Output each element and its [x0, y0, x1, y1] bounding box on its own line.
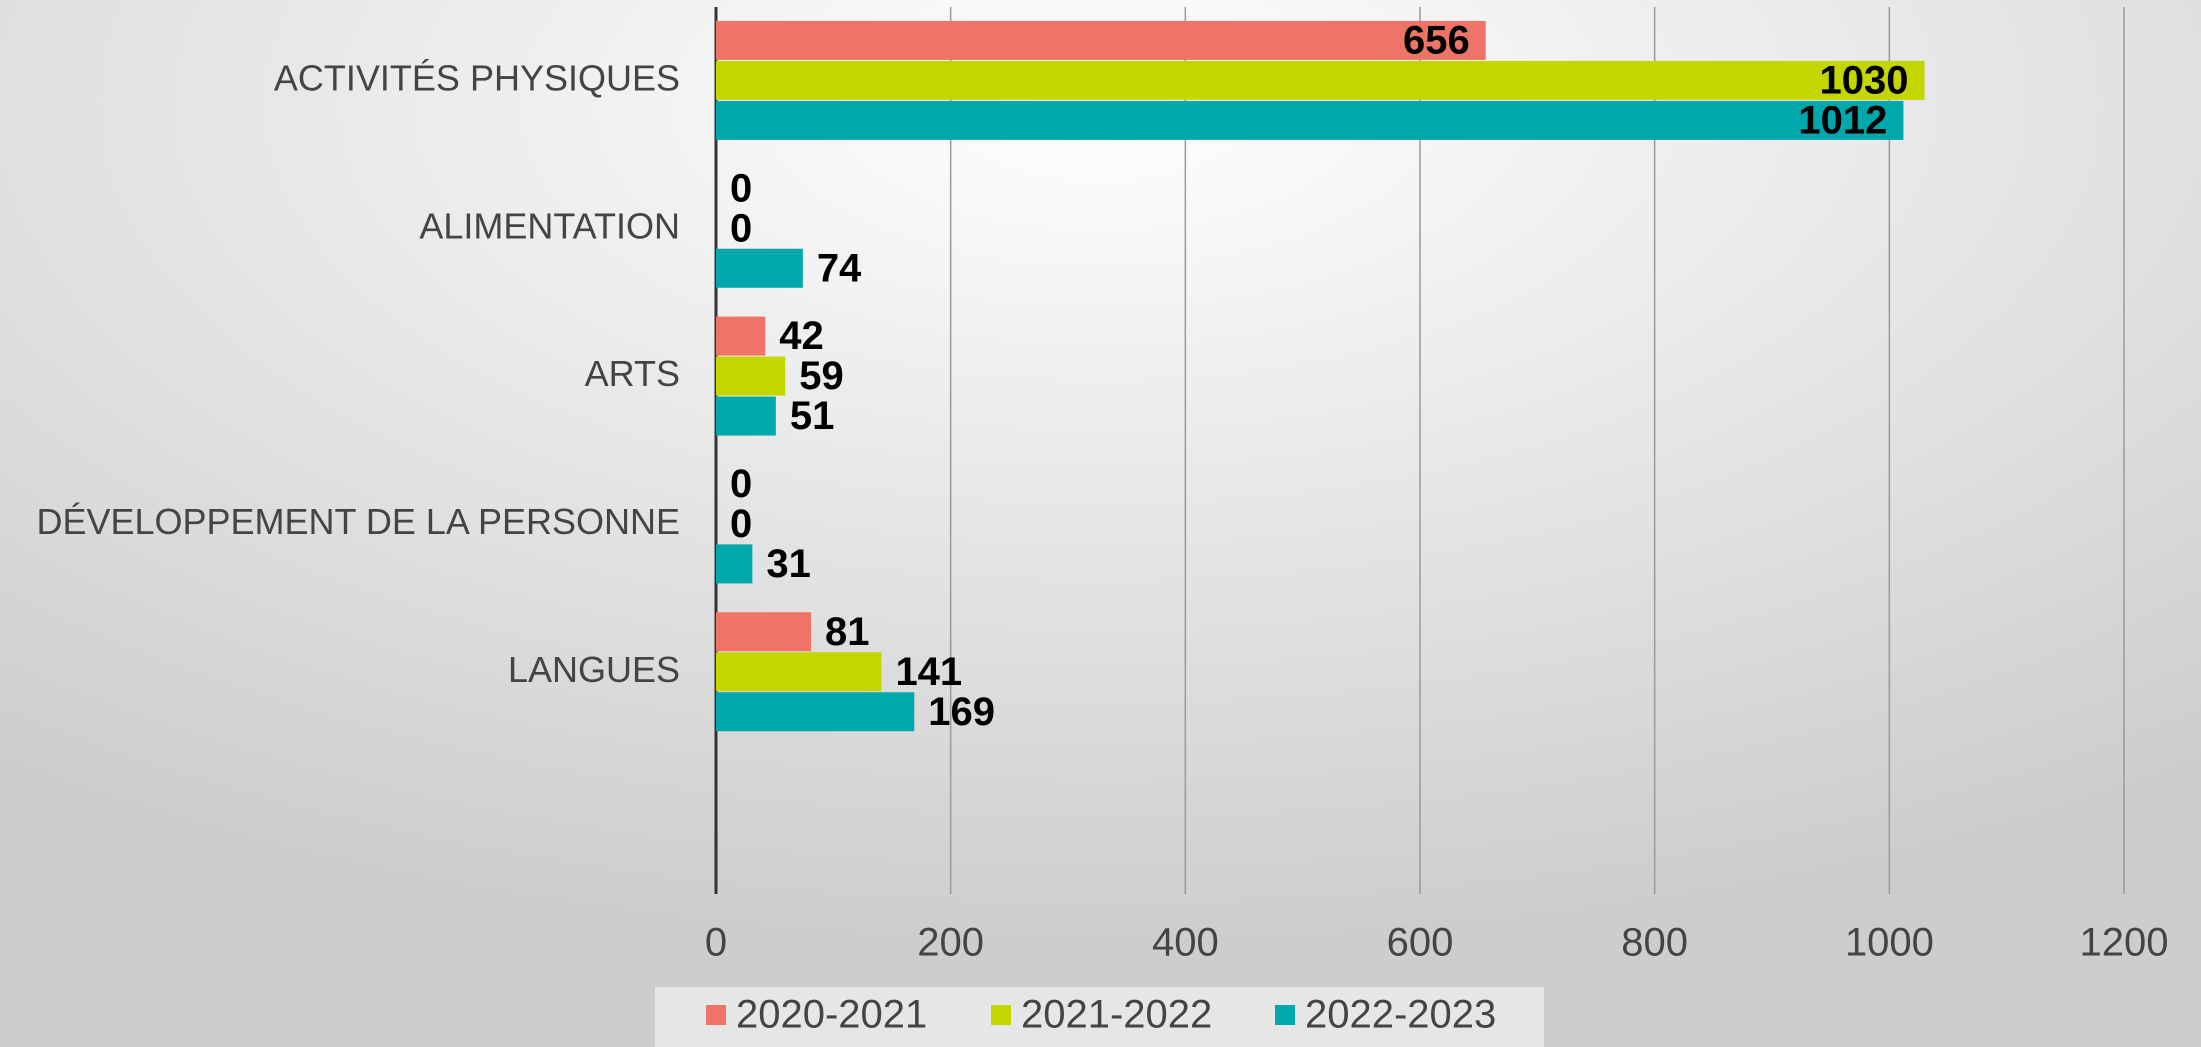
- bar: [716, 60, 1925, 100]
- legend-box: [655, 987, 1544, 1047]
- x-tick-label: 0: [705, 921, 727, 965]
- y-tick-label: ARTS: [585, 353, 680, 394]
- data-label: 656: [1403, 18, 1470, 62]
- data-label: 42: [779, 314, 824, 358]
- bar: [716, 612, 812, 652]
- data-label: 31: [766, 542, 811, 586]
- x-tick-label: 400: [1152, 921, 1219, 965]
- data-label: 169: [928, 690, 995, 734]
- data-label: 81: [825, 610, 870, 654]
- bar: [716, 396, 776, 436]
- legend-label: 2022-2023: [1305, 993, 1496, 1037]
- bar: [716, 20, 1486, 60]
- y-tick-label: DÉVELOPPEMENT DE LA PERSONNE: [36, 501, 680, 542]
- x-tick-label: 1200: [2080, 921, 2169, 965]
- bar: [716, 652, 882, 692]
- data-label: 1012: [1798, 98, 1887, 142]
- data-label: 1030: [1820, 58, 1909, 102]
- legend-swatch: [706, 1005, 726, 1025]
- data-label: 0: [730, 206, 752, 250]
- x-tick-label: 200: [917, 921, 984, 965]
- bar: [716, 544, 753, 584]
- x-tick-label: 1000: [1845, 921, 1934, 965]
- legend-label: 2021-2022: [1021, 993, 1212, 1037]
- y-tick-label: LANGUES: [508, 649, 680, 690]
- data-label: 59: [799, 354, 844, 398]
- bar: [716, 248, 803, 288]
- legend-swatch: [991, 1005, 1011, 1025]
- legend-swatch: [1275, 1005, 1295, 1025]
- y-tick-label: ACTIVITÉS PHYSIQUES: [274, 57, 680, 98]
- data-label: 0: [730, 462, 752, 506]
- data-label: 0: [730, 166, 752, 210]
- legend-label: 2020-2021: [736, 993, 927, 1037]
- bar: [716, 356, 786, 396]
- data-label: 74: [817, 246, 862, 290]
- data-label: 141: [895, 650, 962, 694]
- bar: [716, 692, 915, 732]
- bar: [716, 100, 1904, 140]
- data-label: 51: [790, 394, 835, 438]
- bar: [716, 316, 766, 356]
- x-tick-label: 600: [1387, 921, 1454, 965]
- x-tick-label: 800: [1621, 921, 1688, 965]
- data-label: 0: [730, 502, 752, 546]
- y-tick-label: ALIMENTATION: [419, 205, 680, 246]
